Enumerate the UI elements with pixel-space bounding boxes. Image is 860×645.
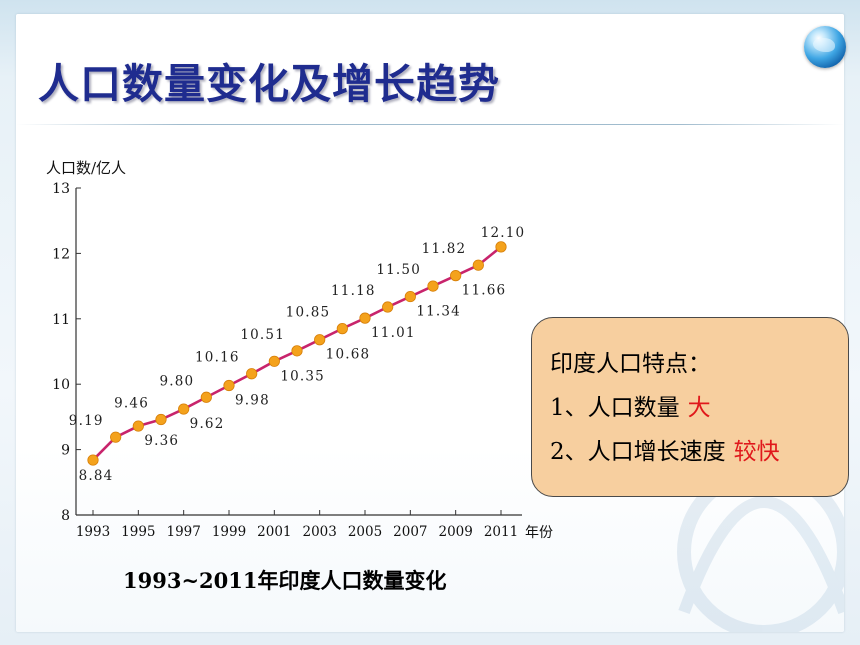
data-point — [223, 379, 235, 392]
x-tick-label: 1995 — [121, 524, 155, 540]
y-tick-label: 12 — [52, 246, 70, 262]
data-label: 11.18 — [331, 283, 376, 299]
data-point — [336, 323, 348, 335]
features-heading: 印度人口特点： — [550, 351, 711, 377]
x-tick-label: 2011 — [484, 524, 518, 540]
y-tick-label: 9 — [61, 443, 70, 459]
data-point — [246, 368, 258, 380]
data-point — [291, 345, 303, 357]
chart-data-labels: 8.849.199.369.469.629.809.9810.1610.3510… — [69, 225, 526, 484]
data-point — [359, 312, 371, 324]
data-label: 9.98 — [235, 393, 270, 409]
data-label: 11.66 — [462, 283, 507, 299]
y-tick-label: 8 — [61, 508, 70, 524]
x-tick-label: 1999 — [212, 524, 246, 540]
data-label: 9.19 — [69, 413, 104, 429]
data-point — [472, 259, 484, 271]
data-label: 12.10 — [481, 225, 526, 241]
data-label: 11.01 — [371, 325, 416, 341]
globe-icon[interactable] — [804, 26, 846, 68]
data-point — [132, 420, 144, 432]
data-label: 10.85 — [286, 305, 331, 321]
x-tick-label: 2005 — [348, 524, 382, 540]
data-point — [155, 413, 167, 426]
data-point — [427, 280, 439, 292]
data-label: 11.34 — [416, 304, 461, 320]
data-point — [178, 403, 190, 415]
data-label: 9.62 — [190, 416, 225, 432]
x-tick-label: 2003 — [302, 524, 336, 540]
data-point — [110, 431, 122, 443]
x-tick-label: 2001 — [257, 524, 291, 540]
x-tick-label: 2007 — [393, 524, 427, 540]
data-label: 8.84 — [79, 468, 114, 484]
data-point — [495, 241, 507, 253]
data-point — [450, 270, 462, 282]
india-population-features-box: 印度人口特点： 1、人口数量大 2、人口增长速度 较快 — [531, 317, 849, 497]
data-point — [382, 301, 394, 313]
feature-item-2-text: 2、人口增长速度 — [550, 439, 726, 465]
chart-caption: 1993~2011年印度人口数量变化 — [123, 568, 447, 593]
x-tick-label: 1997 — [166, 524, 200, 540]
data-point — [200, 391, 212, 403]
feature-item-2-highlight: 较快 — [733, 439, 780, 465]
y-tick-label: 11 — [52, 312, 70, 328]
y-tick-label: 10 — [52, 377, 70, 393]
title-divider — [16, 124, 844, 125]
x-tick-label: 2009 — [438, 524, 472, 540]
y-axis-label: 人口数/亿人 — [46, 159, 126, 177]
slide-title: 人口数量变化及增长趋势 — [38, 60, 500, 108]
data-label: 10.35 — [280, 368, 325, 384]
data-label: 10.16 — [195, 350, 240, 366]
data-point — [268, 355, 280, 367]
data-point — [87, 454, 99, 466]
y-tick-label: 13 — [52, 181, 70, 197]
x-axis-label: 年份 — [525, 525, 553, 541]
feature-item-1-highlight: 大 — [687, 395, 711, 421]
data-label: 9.46 — [114, 396, 149, 412]
data-label: 11.82 — [422, 241, 467, 257]
chart-axes: 8 9 10 11 12 13 1993 1995 1997 1999 2001 2003 2005 20… — [52, 181, 522, 540]
feature-item-1: 1、人口数量大 — [550, 386, 848, 430]
data-label: 10.51 — [240, 327, 285, 343]
data-label: 11.50 — [376, 262, 421, 278]
feature-item-2: 2、人口增长速度 较快 — [550, 430, 848, 474]
chart-markers — [87, 241, 507, 466]
feature-item-1-text: 1、人口数量 — [550, 395, 680, 421]
data-point — [314, 334, 326, 346]
data-label: 10.68 — [326, 347, 371, 363]
data-label: 9.36 — [144, 433, 179, 449]
data-point — [404, 290, 416, 303]
x-tick-label: 1993 — [76, 524, 110, 540]
data-label: 9.80 — [159, 373, 194, 389]
